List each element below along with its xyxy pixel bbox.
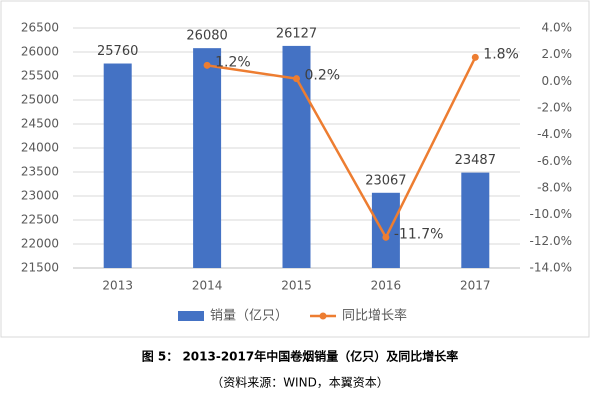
line [206,56,477,241]
y-tick-label: 22500 [21,213,59,227]
bar [193,48,222,268]
bar [282,45,311,269]
legend-label: 销量（亿只） [210,309,288,324]
line-marker [203,61,211,69]
figure-caption: 图 5： 2013-2017年中国卷烟销量（亿只）及同比增长率 [142,349,458,364]
bar-value-label: 25760 [97,44,138,59]
y2-tick-label: -14.0% [530,261,572,275]
y-tick-label: 25500 [21,69,59,83]
legend-label: 同比增长率 [342,308,407,324]
x-tick-label: 2013 [102,279,133,293]
y-tick-label: 25000 [21,93,59,107]
y-tick-label: 22000 [21,237,59,251]
bar-value-label: 26127 [276,26,317,41]
y-tick-label: 26500 [21,21,59,35]
x-tick-label: 2014 [192,279,223,293]
legend-swatch [178,311,204,321]
bar-value-label: 23067 [365,173,406,188]
y2-tick-label: -8.0% [537,181,572,195]
y2-tick-label: -6.0% [537,154,572,168]
y2-tick-label: -2.0% [537,101,572,115]
legend-swatch-marker [319,312,327,320]
bar [461,172,490,268]
line-marker [293,75,300,83]
line-marker [471,53,479,61]
chart-border [0,0,590,338]
y2-tick-label: -10.0% [530,207,572,221]
y2-tick-label: 2.0% [542,47,573,61]
y2-tick-label: 0.0% [542,74,573,88]
bar-value-label: 23487 [455,153,496,168]
y-tick-label: 21500 [21,261,59,275]
line-value-label: 0.2% [305,68,341,84]
x-tick-label: 2017 [460,279,491,293]
figure-source: （资料来源：WIND，本翼资本） [211,376,389,390]
y2-tick-label: -4.0% [537,127,572,141]
y-tick-label: 24000 [21,141,59,155]
x-tick-label: 2016 [371,279,402,293]
y-tick-label: 23000 [21,189,59,203]
x-tick-label: 2015 [281,279,312,293]
line-marker [382,233,390,241]
y2-tick-label: 4.0% [542,21,573,35]
y-tick-label: 24500 [21,117,59,131]
line-value-label: 1.2% [215,54,251,70]
bar-value-label: 26080 [186,29,227,44]
y-tick-label: 26000 [21,45,59,59]
line-value-label: 1.8% [483,46,519,62]
bar [371,192,400,268]
bar [103,63,132,268]
y2-tick-label: -12.0% [530,234,572,248]
y-tick-label: 23500 [21,165,59,179]
line-value-label: -11.7% [394,226,444,242]
